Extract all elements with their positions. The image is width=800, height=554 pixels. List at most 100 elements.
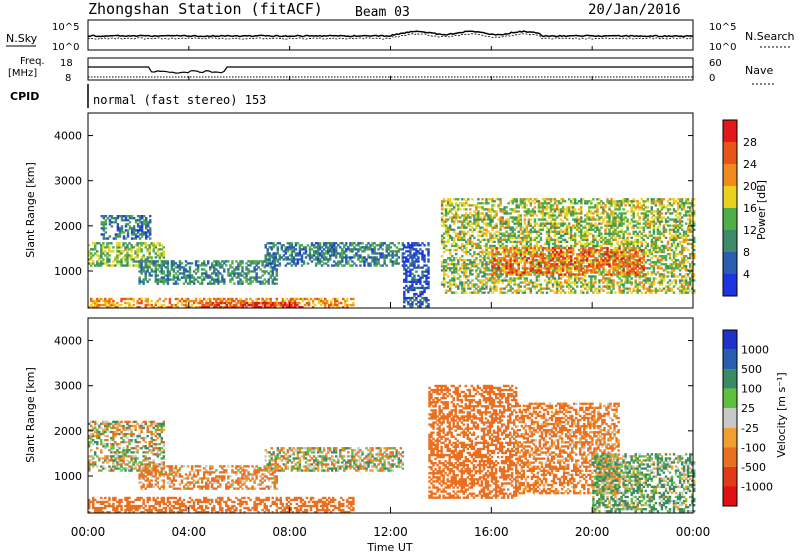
data-cell — [628, 232, 631, 235]
data-cell — [618, 200, 621, 203]
data-cell — [219, 301, 223, 305]
data-cell — [551, 248, 555, 252]
data-cell — [614, 208, 617, 211]
data-cell — [473, 285, 476, 288]
data-cell — [417, 260, 420, 263]
data-cell — [561, 289, 565, 292]
data-cell — [507, 236, 510, 240]
data-cell — [660, 200, 664, 203]
data-cell — [596, 244, 599, 248]
data-cell — [557, 285, 561, 288]
data-cell — [479, 279, 482, 282]
data-cell — [576, 218, 579, 221]
data-cell — [477, 291, 480, 294]
data-cell — [636, 246, 639, 250]
data-cell — [440, 269, 444, 272]
data-cell — [533, 236, 537, 240]
data-cell — [517, 240, 520, 244]
data-cell — [453, 257, 456, 260]
data-cell — [98, 242, 101, 245]
data-cell — [421, 242, 424, 245]
data-cell — [477, 220, 480, 223]
data-cell — [421, 296, 424, 300]
data-cell — [449, 279, 452, 282]
data-cell — [622, 232, 625, 235]
data-cell — [660, 250, 664, 254]
data-cell — [670, 234, 674, 237]
data-cell — [463, 202, 466, 205]
data-cell — [535, 279, 539, 282]
data-cell — [576, 277, 579, 280]
data-cell — [491, 275, 494, 278]
data-cell — [582, 259, 585, 262]
data-cell — [96, 242, 99, 245]
data-cell — [465, 259, 468, 262]
data-cell — [580, 198, 583, 201]
data-cell — [557, 210, 561, 213]
data-cell — [509, 208, 512, 211]
data-cell — [192, 280, 196, 283]
data-cell — [572, 265, 575, 268]
data-cell — [463, 250, 466, 254]
data-cell — [622, 291, 625, 294]
data-cell — [499, 275, 502, 278]
data-cell — [146, 280, 149, 283]
data-cell — [146, 256, 149, 259]
data-cell — [267, 272, 270, 275]
data-cell — [471, 255, 474, 258]
data-cell — [638, 271, 641, 274]
data-cell — [650, 273, 654, 276]
data-cell — [346, 299, 349, 303]
data-cell — [473, 242, 476, 246]
data-cell — [455, 263, 458, 266]
data-cell — [461, 255, 464, 258]
data-cell — [393, 250, 396, 253]
data-cell — [513, 281, 516, 284]
data-cell — [557, 240, 561, 244]
data-cell — [359, 260, 362, 263]
data-cell — [114, 264, 117, 267]
data-cell — [650, 242, 654, 246]
data-cell — [666, 248, 670, 252]
data-cell — [407, 303, 410, 306]
data-cell — [453, 240, 456, 244]
data-cell — [487, 224, 490, 227]
data-cell — [355, 248, 358, 251]
data-cell — [261, 274, 264, 277]
data-cell — [264, 303, 267, 307]
data-cell — [572, 226, 575, 229]
data-cell — [656, 281, 660, 284]
data-cell — [215, 301, 219, 305]
data-cell — [509, 240, 512, 244]
data-cell — [475, 263, 478, 266]
data-cell — [630, 208, 633, 211]
data-cell — [517, 210, 520, 213]
data-cell — [513, 208, 516, 211]
data-cell — [553, 224, 557, 227]
data-cell — [638, 277, 641, 280]
data-cell — [391, 256, 394, 259]
data-cell — [622, 238, 625, 242]
data-cell — [545, 283, 549, 286]
data-cell — [467, 285, 470, 288]
data-cell — [209, 268, 212, 271]
data-cell — [563, 259, 567, 262]
data-cell — [628, 279, 631, 282]
data-cell — [471, 273, 474, 276]
data-cell — [130, 256, 133, 259]
data-cell — [574, 291, 577, 294]
data-cell — [294, 258, 298, 261]
data-cell — [487, 279, 490, 282]
data-cell — [347, 256, 350, 259]
data-cell — [580, 238, 583, 242]
data-cell — [100, 221, 104, 224]
data-cell — [664, 220, 668, 223]
data-cell — [145, 235, 148, 238]
data-cell — [658, 267, 662, 270]
data-cell — [375, 258, 378, 261]
data-cell — [519, 255, 523, 258]
data-cell — [642, 287, 646, 290]
data-cell — [140, 242, 143, 245]
data-cell — [303, 303, 307, 307]
data-cell — [239, 299, 242, 303]
